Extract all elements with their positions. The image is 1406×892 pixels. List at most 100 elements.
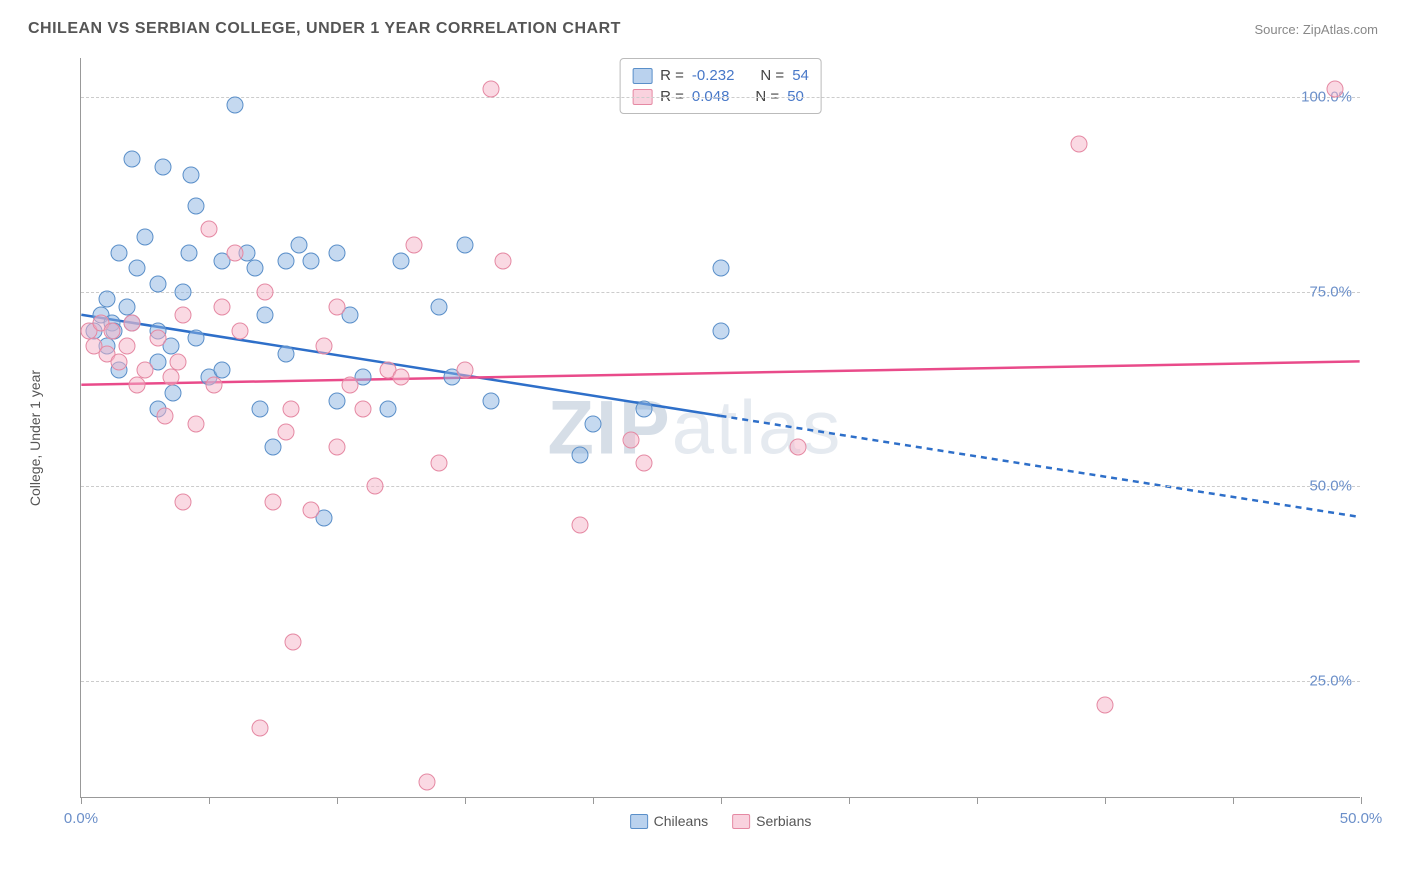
- datapoint-chileans: [129, 260, 146, 277]
- datapoint-chileans: [713, 260, 730, 277]
- datapoint-chileans: [329, 392, 346, 409]
- datapoint-chileans: [265, 439, 282, 456]
- xtick: [1361, 797, 1362, 804]
- datapoint-serbians: [418, 774, 435, 791]
- datapoint-serbians: [495, 252, 512, 269]
- xtick: [977, 797, 978, 804]
- datapoint-serbians: [213, 299, 230, 316]
- datapoint-serbians: [329, 439, 346, 456]
- xtick: [1233, 797, 1234, 804]
- datapoint-serbians: [257, 283, 274, 300]
- datapoint-chileans: [482, 392, 499, 409]
- xtick-label: 50.0%: [1340, 810, 1383, 827]
- datapoint-chileans: [290, 236, 307, 253]
- datapoint-serbians: [162, 369, 179, 386]
- datapoint-serbians: [285, 634, 302, 651]
- stats-row-chileans: R = -0.232 N = 54: [632, 65, 809, 86]
- datapoint-chileans: [226, 96, 243, 113]
- datapoint-serbians: [252, 719, 269, 736]
- chart-container: CHILEAN VS SERBIAN COLLEGE, UNDER 1 YEAR…: [0, 0, 1406, 892]
- datapoint-serbians: [175, 307, 192, 324]
- datapoint-chileans: [119, 299, 136, 316]
- datapoint-chileans: [585, 416, 602, 433]
- xtick-label: 0.0%: [64, 810, 98, 827]
- xtick: [81, 797, 82, 804]
- datapoint-chileans: [257, 307, 274, 324]
- datapoint-chileans: [188, 330, 205, 347]
- xtick: [465, 797, 466, 804]
- chart-title: CHILEAN VS SERBIAN COLLEGE, UNDER 1 YEAR…: [28, 20, 621, 38]
- datapoint-chileans: [124, 151, 141, 168]
- datapoint-chileans: [247, 260, 264, 277]
- gridline: [81, 486, 1360, 487]
- datapoint-serbians: [157, 408, 174, 425]
- datapoint-chileans: [713, 322, 730, 339]
- trendline-dashed-chileans: [721, 416, 1360, 517]
- datapoint-chileans: [329, 244, 346, 261]
- datapoint-serbians: [265, 494, 282, 511]
- legend-label: Serbians: [756, 813, 811, 829]
- datapoint-chileans: [636, 400, 653, 417]
- datapoint-serbians: [231, 322, 248, 339]
- datapoint-serbians: [316, 338, 333, 355]
- trendline-serbians: [81, 361, 1359, 384]
- datapoint-serbians: [457, 361, 474, 378]
- datapoint-serbians: [623, 431, 640, 448]
- datapoint-serbians: [1071, 135, 1088, 152]
- gridline: [81, 681, 1360, 682]
- datapoint-chileans: [188, 198, 205, 215]
- datapoint-chileans: [98, 291, 115, 308]
- datapoint-serbians: [393, 369, 410, 386]
- datapoint-serbians: [129, 377, 146, 394]
- chart-area: College, Under 1 year ZIPatlas R = -0.23…: [40, 48, 1400, 828]
- datapoint-chileans: [277, 346, 294, 363]
- ytick-label: 50.0%: [1309, 478, 1352, 495]
- source-attribution: Source: ZipAtlas.com: [1254, 22, 1378, 37]
- gridline: [81, 97, 1360, 98]
- datapoint-serbians: [188, 416, 205, 433]
- chart-header: CHILEAN VS SERBIAN COLLEGE, UNDER 1 YEAR…: [20, 20, 1386, 38]
- datapoint-serbians: [329, 299, 346, 316]
- r-label: R =: [660, 67, 684, 84]
- trendlines-svg: [81, 58, 1360, 797]
- datapoint-chileans: [165, 384, 182, 401]
- datapoint-chileans: [380, 400, 397, 417]
- legend-item-chileans: Chileans: [630, 813, 708, 829]
- y-axis-label: College, Under 1 year: [27, 370, 43, 506]
- datapoint-serbians: [789, 439, 806, 456]
- datapoint-chileans: [137, 229, 154, 246]
- swatch-pink-icon: [732, 814, 750, 829]
- stats-legend-box: R = -0.232 N = 54 R = 0.048 N = 50: [619, 58, 822, 114]
- swatch-blue-icon: [632, 68, 652, 84]
- xtick: [593, 797, 594, 804]
- datapoint-serbians: [431, 455, 448, 472]
- datapoint-serbians: [206, 377, 223, 394]
- xtick: [1105, 797, 1106, 804]
- plot-region: ZIPatlas R = -0.232 N = 54 R = 0.048 N =…: [80, 58, 1360, 798]
- datapoint-serbians: [149, 330, 166, 347]
- datapoint-serbians: [175, 494, 192, 511]
- xtick: [337, 797, 338, 804]
- datapoint-chileans: [393, 252, 410, 269]
- datapoint-serbians: [282, 400, 299, 417]
- datapoint-serbians: [405, 236, 422, 253]
- datapoint-serbians: [170, 353, 187, 370]
- datapoint-serbians: [367, 478, 384, 495]
- datapoint-serbians: [137, 361, 154, 378]
- legend-item-serbians: Serbians: [732, 813, 811, 829]
- datapoint-serbians: [482, 81, 499, 98]
- n-label: N =: [760, 67, 784, 84]
- datapoint-serbians: [124, 314, 141, 331]
- datapoint-chileans: [277, 252, 294, 269]
- series-legend: Chileans Serbians: [630, 813, 812, 829]
- datapoint-chileans: [183, 166, 200, 183]
- xtick: [849, 797, 850, 804]
- datapoint-serbians: [119, 338, 136, 355]
- datapoint-serbians: [1097, 696, 1114, 713]
- n-value: 54: [792, 67, 809, 84]
- datapoint-serbians: [341, 377, 358, 394]
- datapoint-serbians: [1327, 81, 1344, 98]
- datapoint-chileans: [180, 244, 197, 261]
- datapoint-chileans: [154, 159, 171, 176]
- datapoint-chileans: [213, 361, 230, 378]
